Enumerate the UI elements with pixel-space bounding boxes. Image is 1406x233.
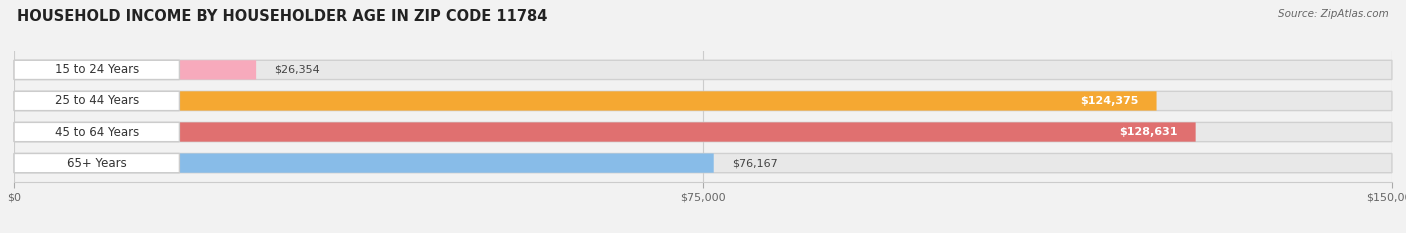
- FancyBboxPatch shape: [14, 154, 714, 173]
- FancyBboxPatch shape: [14, 122, 180, 142]
- Text: $26,354: $26,354: [274, 65, 321, 75]
- FancyBboxPatch shape: [14, 60, 180, 79]
- FancyBboxPatch shape: [14, 122, 1392, 142]
- Text: 45 to 64 Years: 45 to 64 Years: [55, 126, 139, 139]
- FancyBboxPatch shape: [14, 91, 1392, 111]
- FancyBboxPatch shape: [14, 91, 1157, 111]
- FancyBboxPatch shape: [14, 154, 1392, 173]
- Text: $124,375: $124,375: [1080, 96, 1139, 106]
- Text: 15 to 24 Years: 15 to 24 Years: [55, 63, 139, 76]
- Text: 65+ Years: 65+ Years: [67, 157, 127, 170]
- Text: $128,631: $128,631: [1119, 127, 1177, 137]
- FancyBboxPatch shape: [14, 60, 256, 79]
- FancyBboxPatch shape: [14, 154, 180, 173]
- FancyBboxPatch shape: [14, 91, 180, 111]
- FancyBboxPatch shape: [14, 60, 1392, 79]
- Text: HOUSEHOLD INCOME BY HOUSEHOLDER AGE IN ZIP CODE 11784: HOUSEHOLD INCOME BY HOUSEHOLDER AGE IN Z…: [17, 9, 547, 24]
- Text: Source: ZipAtlas.com: Source: ZipAtlas.com: [1278, 9, 1389, 19]
- Text: $76,167: $76,167: [733, 158, 778, 168]
- Text: 25 to 44 Years: 25 to 44 Years: [55, 94, 139, 107]
- FancyBboxPatch shape: [14, 122, 1195, 142]
